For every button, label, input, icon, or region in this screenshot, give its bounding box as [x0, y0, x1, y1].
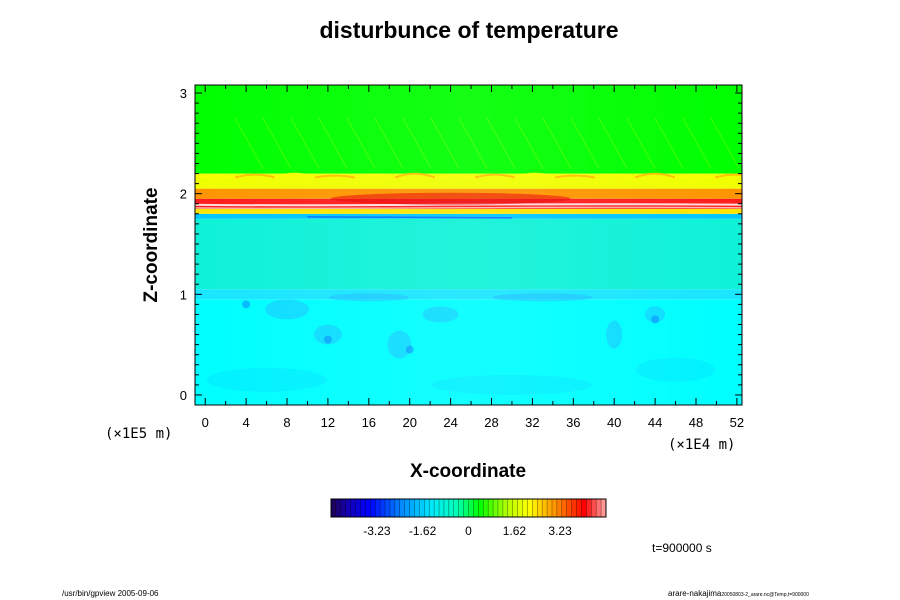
colorbar-tick-label: -1.62 [409, 524, 437, 538]
colorbar-tick-label: 1.62 [503, 524, 527, 538]
heatmap-area [195, 85, 742, 405]
x-tick-label: 40 [607, 415, 621, 430]
x-tick-label: 32 [525, 415, 539, 430]
colorbar-cell [591, 499, 597, 517]
colorbar-cell [483, 499, 489, 517]
y-axis-unit: (×1E5 m) [105, 426, 172, 442]
colorbar-cell [556, 499, 563, 517]
chart-title: disturbunce of temperature [319, 17, 618, 43]
colorbar-cell [424, 499, 430, 517]
colorbar-cell [385, 499, 391, 517]
colorbar-cell [502, 499, 509, 517]
colorbar-cell [409, 499, 415, 517]
x-tick-label: 20 [402, 415, 416, 430]
footer-dataset: 20050803-2_arare.nc@Temp,t=900000 [721, 592, 809, 598]
colorbar-cell [404, 499, 410, 517]
colorbar-cell [389, 499, 396, 517]
colorbar-tick-label: -3.23 [363, 524, 391, 538]
colorbar-cell [566, 499, 573, 517]
x-axis-unit: (×1E4 m) [668, 437, 735, 453]
x-tick-label: 52 [730, 415, 744, 430]
colorbar-cell [517, 499, 523, 517]
colorbar-cell [473, 499, 479, 517]
colorbar-cell [458, 499, 464, 517]
colorbar-cell [394, 499, 401, 517]
colorbar-cell [478, 499, 484, 517]
x-tick-label: 48 [689, 415, 703, 430]
colorbar: -3.23 -1.62 0 1.62 3.23 [330, 498, 607, 538]
colorbar-cell [551, 499, 558, 517]
colorbar-frame [330, 498, 607, 518]
colorbar-cell [380, 499, 386, 517]
x-axis-ticks: 0 4 8 12 16 20 24 28 32 36 40 44 48 52 [202, 85, 744, 430]
colorbar-cell [601, 499, 607, 517]
x-tick-label: 36 [566, 415, 580, 430]
time-label: t=900000 s [652, 541, 712, 555]
footer-file: arare-nakajima20050803-2_arare.nc@Temp,t… [668, 589, 809, 598]
colorbar-tick-label: 3.23 [548, 524, 572, 538]
colorbar-cell [443, 499, 450, 517]
y-tick-label: 1 [180, 287, 187, 302]
colorbar-cell [370, 499, 376, 517]
colorbar-cell [581, 499, 587, 517]
footer-program: /usr/bin/gpview 2005-09-06 [62, 589, 159, 598]
colorbar-cell [547, 499, 553, 517]
colorbar-cell [532, 499, 538, 517]
x-tick-label: 12 [321, 415, 335, 430]
colorbar-cell [365, 499, 371, 517]
colorbar-cell [448, 499, 455, 517]
colorbar-cell [507, 499, 514, 517]
colorbar-cell [345, 499, 352, 517]
colorbar-cell [439, 499, 445, 517]
colorbar-cell [512, 499, 519, 517]
colorbar-cell [468, 499, 474, 517]
colorbar-cell [542, 499, 548, 517]
colorbar-cell [453, 499, 460, 517]
y-axis-label: Z-coordinate [141, 187, 162, 302]
colorbar-cell [399, 499, 406, 517]
x-tick-label: 4 [243, 415, 250, 430]
colorbar-cell [561, 499, 568, 517]
y-tick-label: 3 [180, 86, 187, 101]
x-tick-label: 8 [283, 415, 290, 430]
footer-user: arare-nakajima [668, 589, 722, 598]
colorbar-cell [340, 499, 347, 517]
y-tick-label: 2 [180, 187, 187, 202]
x-tick-label: 44 [648, 415, 662, 430]
colorbar-cell [434, 499, 440, 517]
colorbar-cell [586, 499, 592, 517]
x-tick-label: 0 [202, 415, 209, 430]
colorbar-cell [493, 499, 499, 517]
colorbar-cell [414, 499, 420, 517]
colorbar-cell [571, 499, 577, 517]
x-tick-label: 16 [362, 415, 376, 430]
colorbar-cell [497, 499, 504, 517]
colorbar-tick-label: 0 [465, 524, 472, 538]
colorbar-cell [355, 499, 361, 517]
y-axis-ticks: 0 1 2 3 [180, 86, 742, 403]
colorbar-cell [596, 499, 602, 517]
x-tick-label: 28 [484, 415, 498, 430]
colorbar-cell [522, 499, 528, 517]
colorbar-cell [419, 499, 425, 517]
colorbar-cell [350, 499, 356, 517]
x-tick-label: 24 [443, 415, 457, 430]
colorbar-cell [429, 499, 435, 517]
colorbar-cell [463, 499, 469, 517]
colorbar-cell [537, 499, 543, 517]
colorbar-cell [576, 499, 582, 517]
colorbar-cell [360, 499, 366, 517]
y-tick-label: 0 [180, 388, 187, 403]
colorbar-cell [527, 499, 533, 517]
plot-frame [194, 84, 743, 406]
x-axis-label: X-coordinate [410, 461, 526, 482]
colorbar-cell [331, 499, 337, 517]
colorbar-cell [375, 499, 381, 517]
colorbar-cell [488, 499, 494, 517]
colorbar-cell [335, 499, 342, 517]
